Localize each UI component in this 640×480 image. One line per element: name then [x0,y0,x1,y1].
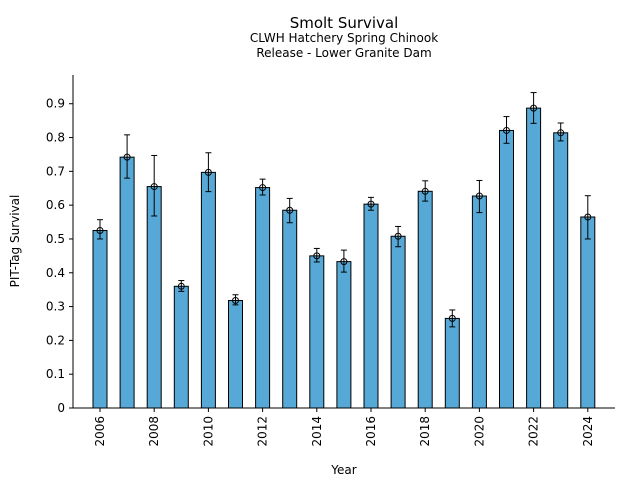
x-tick-label-2010: 2010 [201,416,215,447]
point-marker-2018 [421,187,429,195]
x-tick-label-2008: 2008 [147,416,161,447]
x-axis-ticks: 2006 2008 2010 2012 2014 2016 2018 2020 2022 2024 [93,408,595,447]
x-tick-label-2014: 2014 [310,416,324,447]
x-tick-label-2006: 2006 [93,416,107,447]
bar-2023 [553,132,569,409]
y-tick-label-0.3: 0.3 [46,300,65,314]
y-tick-label-0.2: 0.2 [46,333,65,347]
bars-group [92,92,596,409]
point-marker-2023 [557,129,565,137]
bar-2018 [417,190,433,409]
y-tick-label-0.4: 0.4 [46,266,65,280]
point-marker-2007 [123,153,131,161]
bar-2021 [499,129,514,409]
bar-2019 [444,317,460,409]
bar-2013 [282,209,298,409]
y-tick-label-0.5: 0.5 [46,232,65,246]
point-marker-2008 [150,183,158,191]
bar-2007 [119,156,135,409]
point-marker-2019 [448,314,456,322]
y-tick-label-0.8: 0.8 [46,131,65,145]
point-marker-2012 [259,184,267,192]
x-tick-label-2016: 2016 [364,416,378,447]
point-marker-2013 [286,206,294,214]
x-axis-label: Year [330,463,356,477]
x-tick-label-2022: 2022 [527,416,541,447]
bar-2016 [363,203,379,409]
point-marker-2015 [340,258,348,266]
bar-2008 [146,186,162,409]
chart-title: Smolt Survival [290,14,399,32]
chart-subtitle-line-1: CLWH Hatchery Spring Chinook [250,31,438,45]
x-tick-label-2012: 2012 [256,416,270,447]
bar-2015 [336,261,352,409]
point-marker-2011 [232,296,239,304]
y-tick-label-0: 0 [57,401,65,415]
y-tick-label-0.7: 0.7 [46,164,65,178]
y-axis-ticks: 0 0.1 0.2 0.3 0.4 0.5 0.6 0.7 0.8 0.9 [46,97,73,415]
bar-2017 [390,235,406,409]
y-tick-label-0.1: 0.1 [46,367,65,381]
point-marker-2017 [394,232,402,240]
point-marker-2009 [177,282,185,290]
point-marker-2024 [584,213,592,221]
point-marker-2020 [475,192,483,200]
point-marker-2010 [204,168,212,176]
y-axis-label: PIT-Tag Survival [8,195,22,288]
bar-2012 [255,187,271,409]
point-marker-2021 [503,126,510,134]
bar-2006 [92,230,108,409]
x-tick-label-2020: 2020 [472,416,486,447]
point-marker-2016 [367,200,375,208]
bar-2010 [200,171,216,409]
bar-2009 [173,285,189,409]
point-marker-2022 [530,104,538,112]
chart-subtitle-line-2: Release - Lower Granite Dam [256,46,431,60]
point-marker-2006 [96,227,104,235]
x-tick-label-2024: 2024 [581,416,595,447]
bar-2022 [526,107,542,409]
bar-2014 [309,255,325,409]
bar-2020 [471,195,487,409]
bar-2011 [228,299,243,409]
y-tick-label-0.6: 0.6 [46,198,65,212]
point-marker-2014 [313,252,321,260]
x-tick-label-2018: 2018 [418,416,432,447]
y-tick-label-0.9: 0.9 [46,97,65,111]
bar-2024 [580,216,596,409]
